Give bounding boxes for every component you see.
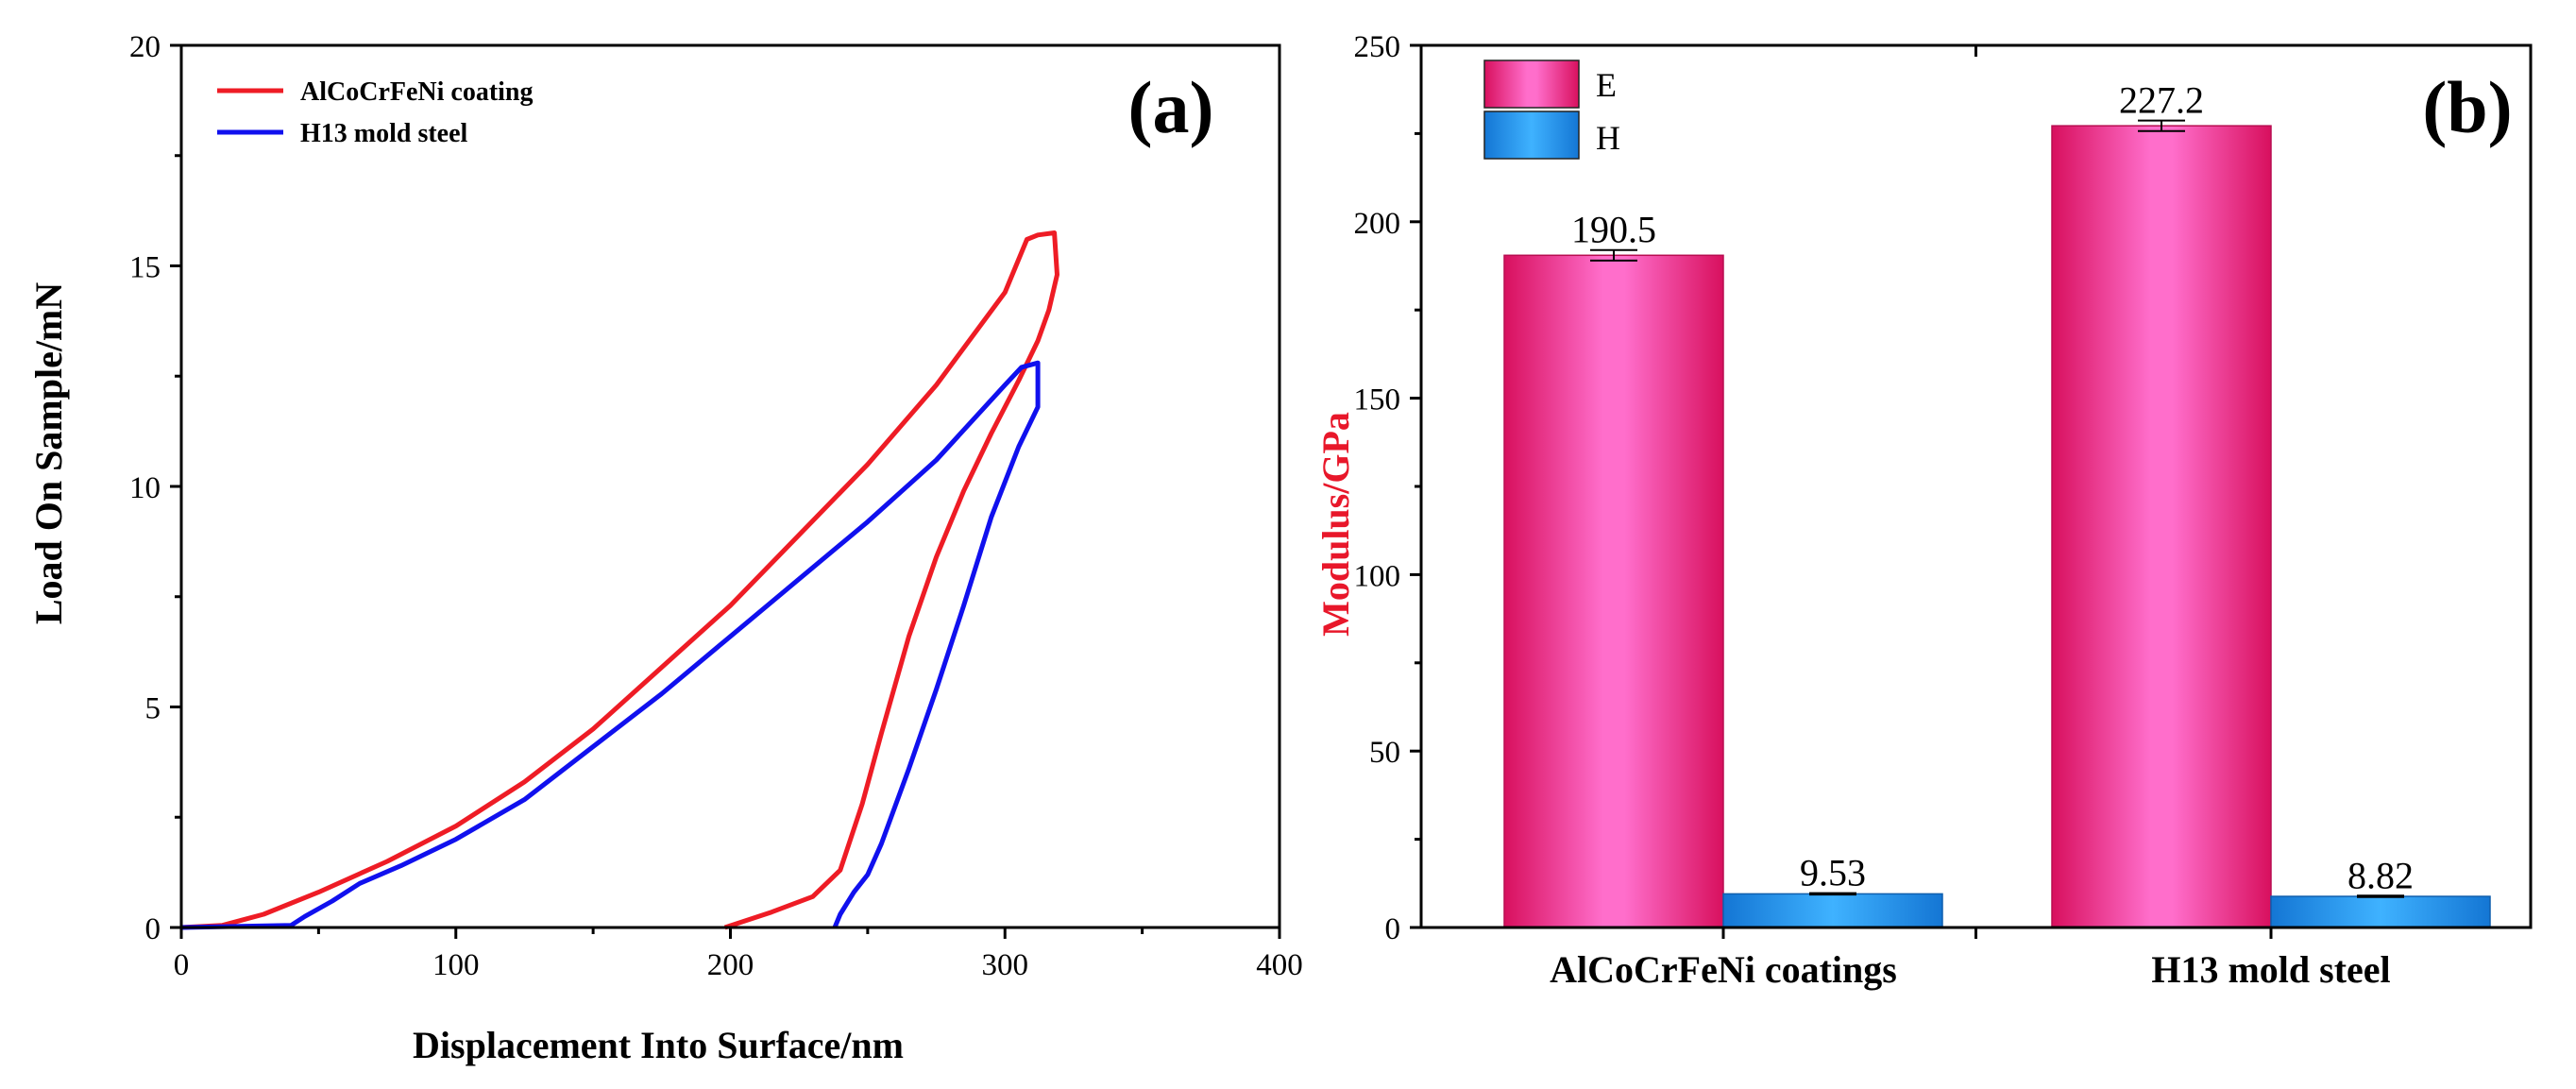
legend-swatch-h bbox=[1483, 111, 1580, 160]
x-tick-label: 0 bbox=[174, 948, 190, 982]
y-tick-label: 5 bbox=[145, 692, 161, 726]
y-tick-label: 0 bbox=[1385, 912, 1401, 946]
panel-a-frame bbox=[179, 43, 1281, 929]
bar-h-alcocrfeni bbox=[1722, 893, 1943, 928]
panel-a-plot-area bbox=[180, 230, 1059, 930]
data-label-e-h13: 227.2 bbox=[2119, 79, 2204, 122]
panel-a-axes: 0 100 200 300 400 0 5 10 15 20 bbox=[129, 30, 1303, 982]
y-tick-label: 10 bbox=[129, 471, 161, 505]
series-line-alcocrfeni bbox=[180, 230, 1059, 930]
x-tick-label: 100 bbox=[432, 948, 480, 982]
category-label: H13 mold steel bbox=[2151, 948, 2390, 991]
y-tick-label: 15 bbox=[129, 251, 161, 285]
x-tick-label: 300 bbox=[982, 948, 1029, 982]
y-tick-label: 200 bbox=[1354, 207, 1401, 241]
legend-label-alcocrfeni: AlCoCrFeNi coating bbox=[300, 77, 534, 107]
panel-a-legend: AlCoCrFeNi coating H13 mold steel bbox=[217, 77, 534, 148]
panel-a-x-axis-title: Displacement Into Surface/nm bbox=[413, 1024, 904, 1066]
y-tick-label: 50 bbox=[1369, 736, 1400, 770]
panel-a-label: (a) bbox=[1128, 66, 1214, 148]
y-tick-label: 150 bbox=[1354, 383, 1401, 417]
panel-b-plot-area: 190.5 9.53 227.2 8.82 bbox=[1503, 79, 2491, 928]
category-label: AlCoCrFeNi coatings bbox=[1550, 948, 1897, 991]
panel-b-y-axis-title: Modulus/GPa bbox=[1314, 412, 1357, 637]
y-tick-label: 100 bbox=[1354, 559, 1401, 593]
series-line-h13 bbox=[180, 360, 1041, 930]
panel-b-legend: E H bbox=[1483, 60, 1620, 160]
data-label-h-alcocrfeni: 9.53 bbox=[1800, 852, 1866, 894]
panel-b-label: (b) bbox=[2422, 66, 2512, 148]
x-tick-label: 200 bbox=[707, 948, 754, 982]
x-tick-label: 400 bbox=[1256, 948, 1303, 982]
panel-a-y-axis-title: Load On Sample/mN bbox=[27, 282, 70, 624]
y-tick-label: 0 bbox=[145, 912, 161, 946]
y-tick-label: 20 bbox=[129, 30, 161, 64]
y-tick-label: 250 bbox=[1354, 30, 1401, 64]
legend-swatch-e bbox=[1483, 60, 1580, 109]
data-label-e-alcocrfeni: 190.5 bbox=[1571, 209, 1656, 251]
panel-b-axes: AlCoCrFeNi coatings H13 mold steel 0 50 100 1… bbox=[1354, 30, 2533, 991]
bar-e-h13 bbox=[2051, 125, 2272, 928]
legend-label-h13: H13 mold steel bbox=[300, 119, 468, 148]
panel-a-chart: 0 100 200 300 400 0 5 10 15 20 (a) Displacement I… bbox=[27, 30, 1303, 1066]
data-label-h-h13: 8.82 bbox=[2347, 854, 2414, 896]
bar-e-alcocrfeni bbox=[1503, 254, 1724, 928]
legend-label-e: E bbox=[1596, 66, 1617, 104]
legend-label-h: H bbox=[1596, 119, 1620, 157]
bar-h-h13 bbox=[2270, 895, 2491, 928]
